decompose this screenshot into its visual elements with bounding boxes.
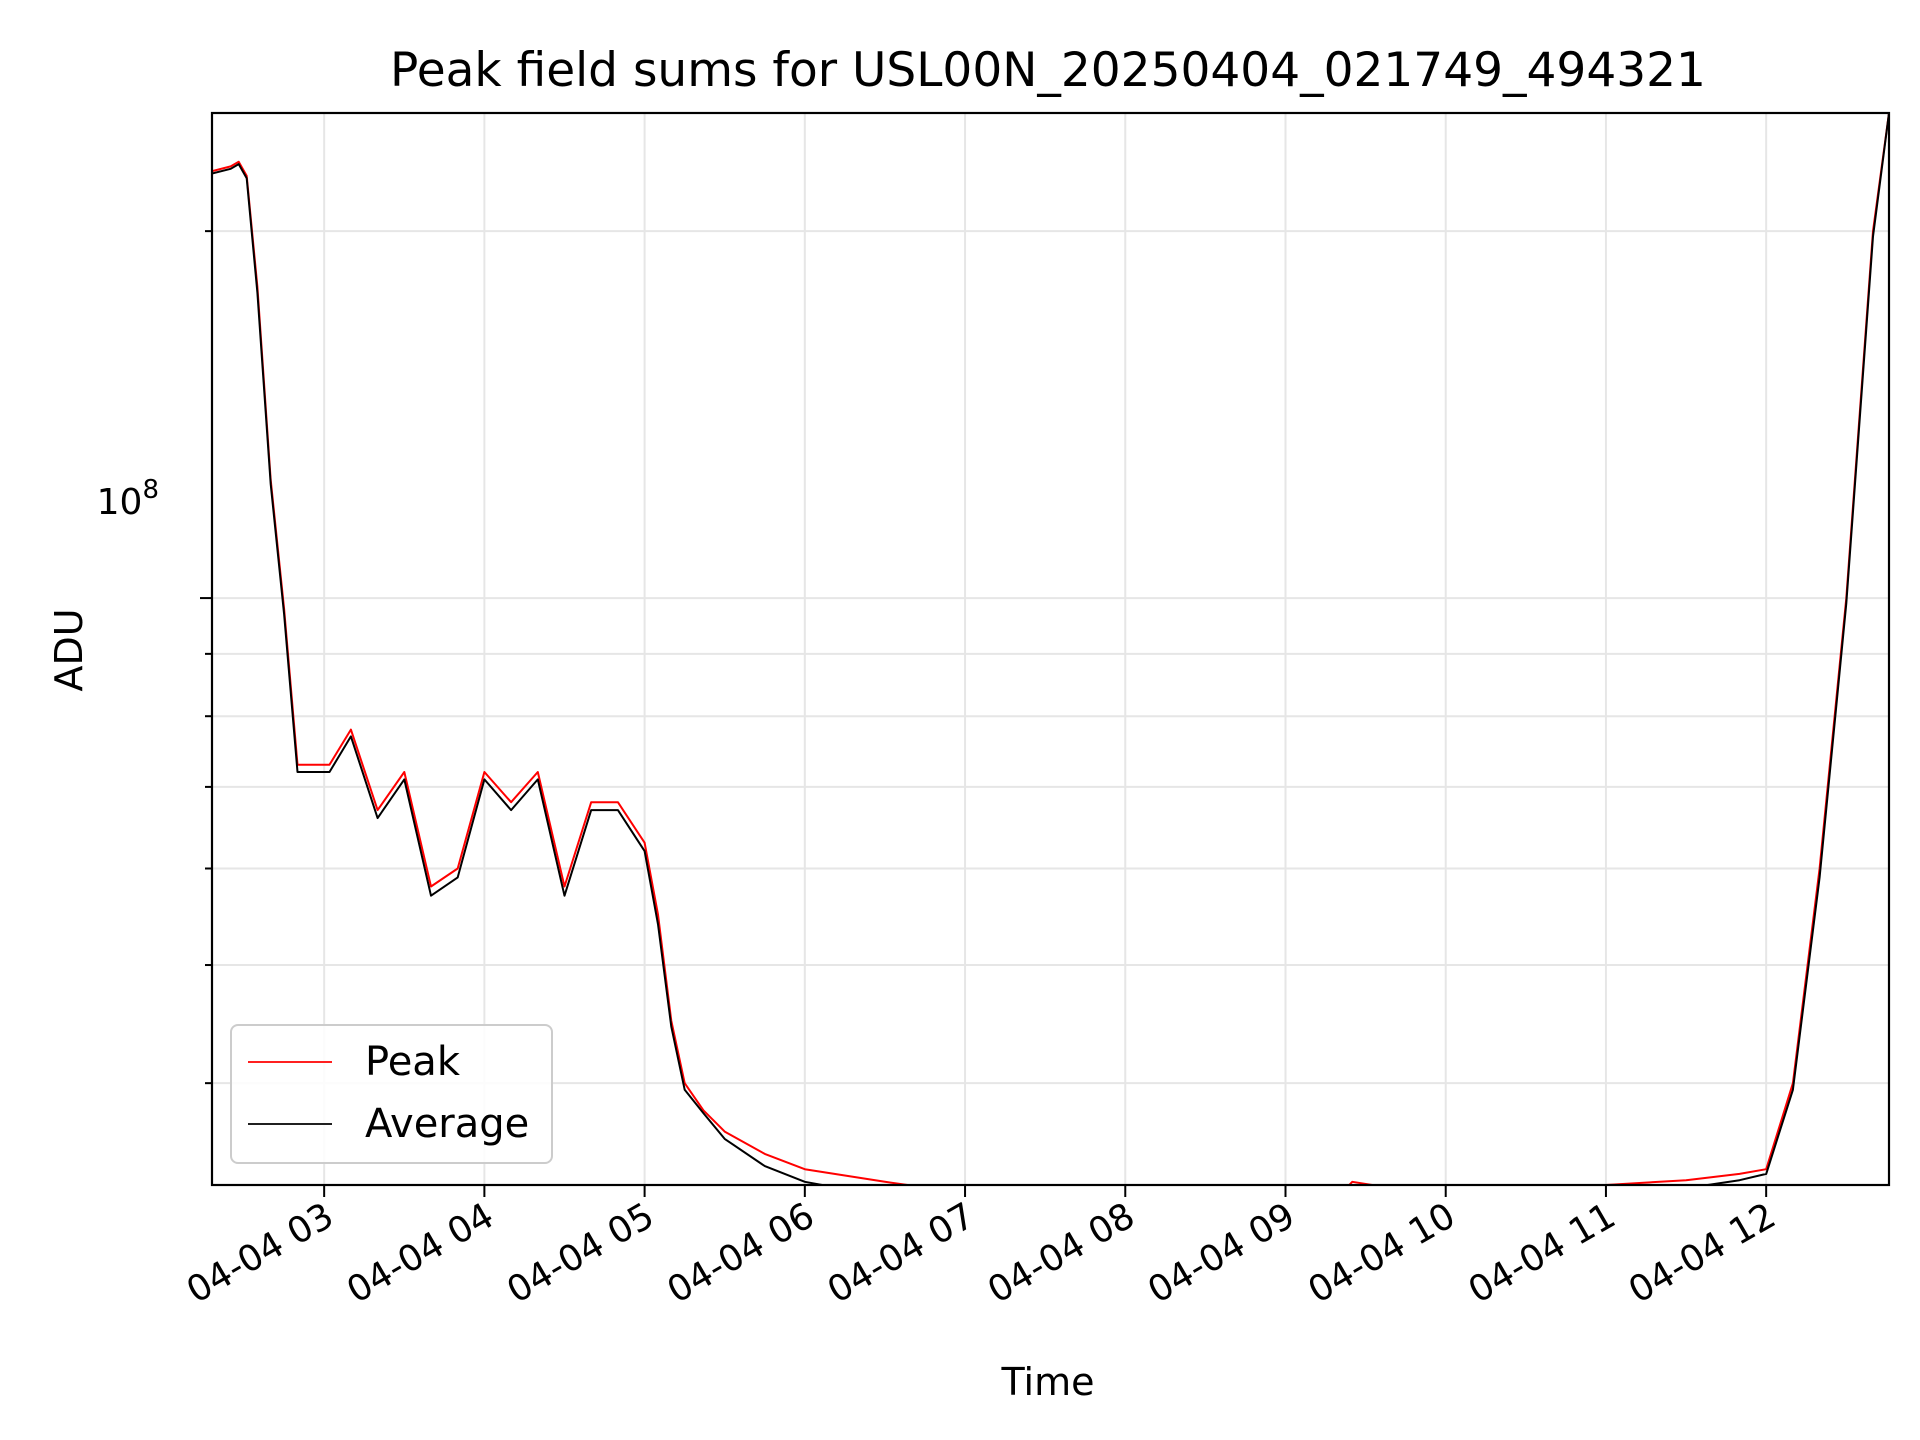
plot-frame — [210, 111, 1891, 1187]
grid — [212, 113, 1889, 1185]
y-axis-label: ADU — [47, 608, 91, 691]
chart-title: Peak field sums for USL00N_20250404_0217… — [390, 43, 1706, 98]
legend: Peak Average — [230, 1024, 553, 1164]
y-axis — [200, 230, 212, 1085]
series-line-peak — [212, 113, 1889, 1185]
y-tick-label-major: 108 — [97, 475, 159, 523]
legend-box — [230, 1024, 553, 1164]
series-line-average — [212, 113, 1889, 1185]
legend-label-average: Average — [365, 1101, 529, 1147]
x-axis-label: Time — [1001, 1360, 1095, 1404]
legend-label-peak: Peak — [365, 1039, 461, 1085]
series-layer — [212, 113, 1889, 1185]
